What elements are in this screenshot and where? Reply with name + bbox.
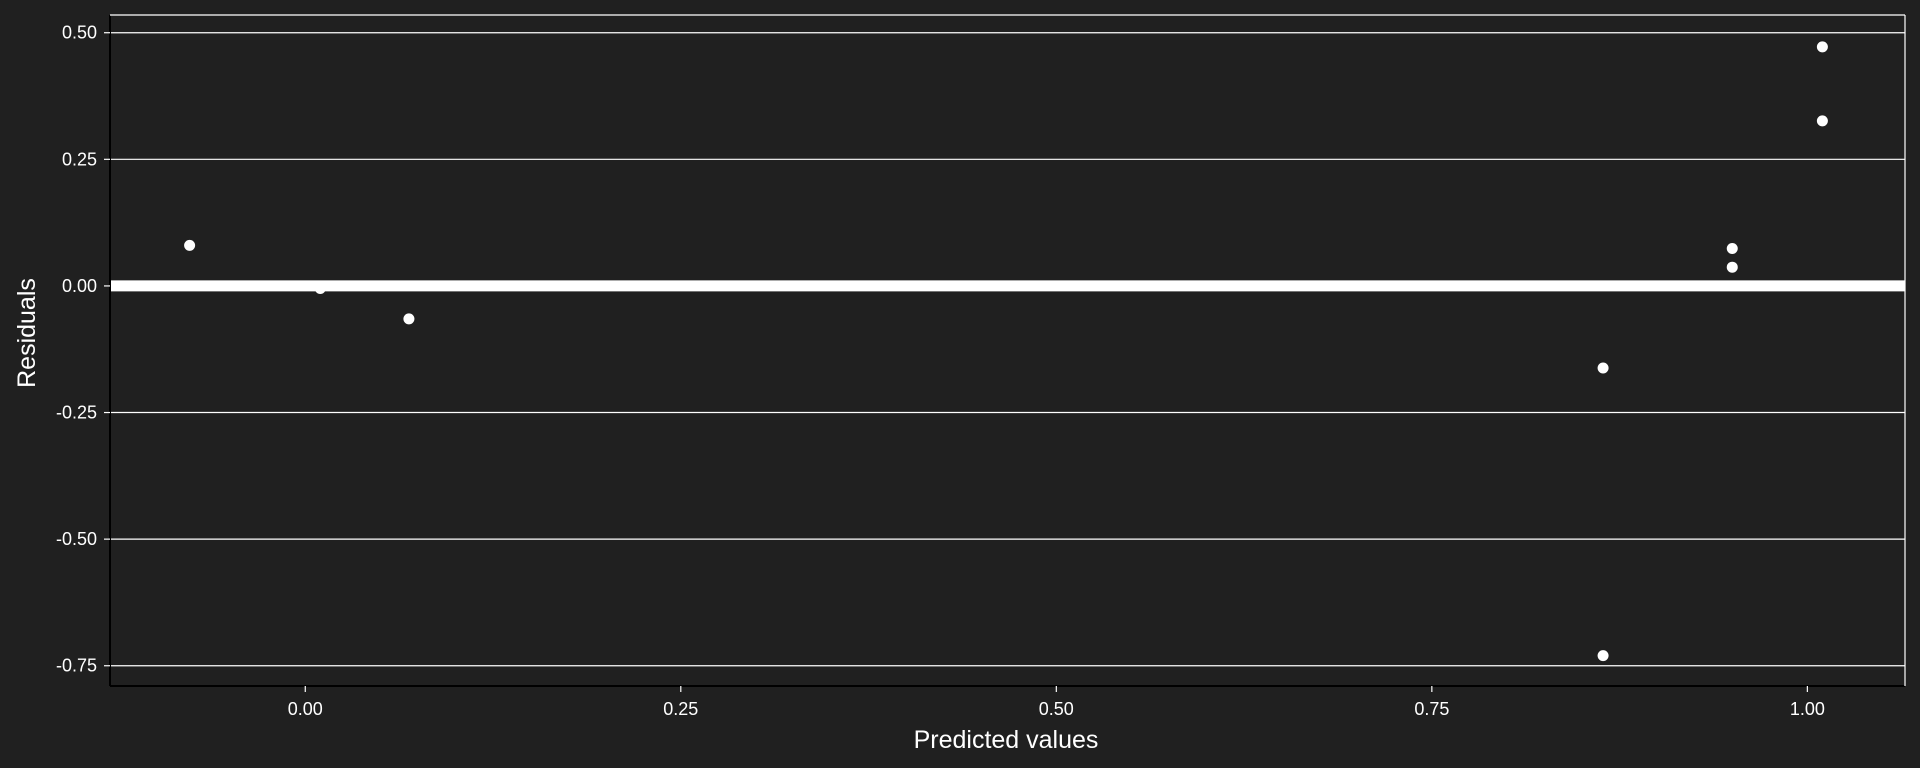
axes xyxy=(104,14,1906,692)
x-tick-label: 0.25 xyxy=(663,699,698,719)
y-tick-labels: 0.50 0.25 0.00 -0.25 -0.50 -0.75 xyxy=(56,23,97,676)
y-axis-title: Residuals xyxy=(13,278,41,388)
y-tick-label: -0.75 xyxy=(56,656,97,676)
y-tick-label: 0.00 xyxy=(62,276,97,296)
data-point xyxy=(1597,362,1609,374)
data-point xyxy=(1816,41,1828,53)
y-tick-label: -0.25 xyxy=(56,403,97,423)
y-tick-label: -0.50 xyxy=(56,529,97,549)
x-tick-label: 0.00 xyxy=(288,699,323,719)
data-points xyxy=(184,41,1828,662)
x-tick-labels: 0.00 0.25 0.50 0.75 1.00 xyxy=(288,699,1825,719)
data-point xyxy=(1726,242,1738,254)
y-tick-label: 0.25 xyxy=(62,149,97,169)
y-tick-label: 0.50 xyxy=(62,23,97,43)
x-tick-label: 0.75 xyxy=(1414,699,1449,719)
x-tick-label: 1.00 xyxy=(1790,699,1825,719)
grid-lines xyxy=(110,32,1905,667)
data-point xyxy=(1726,261,1738,273)
data-point xyxy=(314,282,326,294)
data-point xyxy=(184,239,196,251)
data-point xyxy=(1816,115,1828,127)
data-point xyxy=(1597,650,1609,662)
data-point xyxy=(403,313,415,325)
x-tick-label: 0.50 xyxy=(1039,699,1074,719)
x-axis-title: Predicted values xyxy=(914,726,1099,754)
